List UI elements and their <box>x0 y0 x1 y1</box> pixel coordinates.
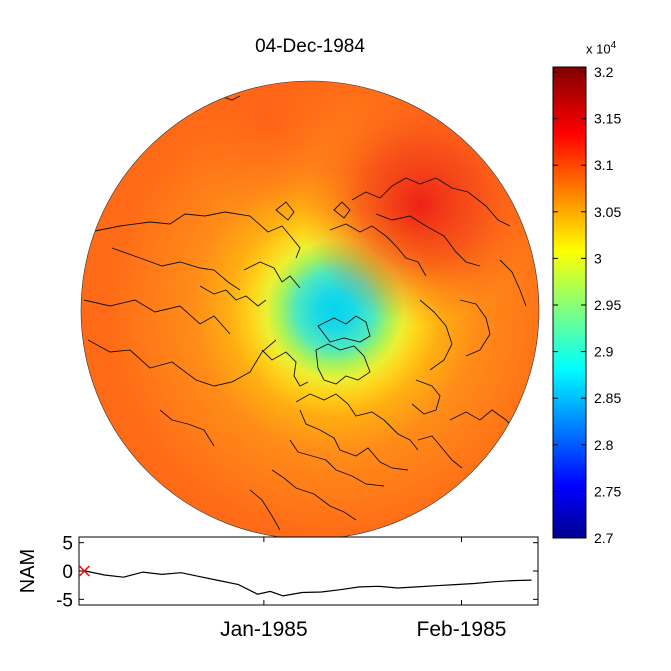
colorbar-tick-label: 2.75 <box>594 483 621 499</box>
nam-y-tick-label: -5 <box>56 590 73 611</box>
nam-y-tick-label: 0 <box>62 562 73 583</box>
colorbar-multiplier-exponent: 4 <box>610 40 617 51</box>
marker-stroke <box>78 565 90 577</box>
hotspot-pacific <box>175 81 365 215</box>
nam-y-ticks: 5 0 -5 <box>56 534 538 611</box>
nam-x-tick-label: Feb-1985 <box>417 618 507 641</box>
nam-y-axis-label: NAM <box>17 549 39 593</box>
colorbar: 3.2 3.15 3.1 3.05 3 2.95 2.9 2.85 2.8 2.75 2.7 <box>552 64 621 546</box>
nam-x-ticks: Jan-1985 Feb-1985 <box>220 537 506 641</box>
current-date-marker <box>78 565 90 577</box>
colorbar-tick-label: 3 <box>594 250 602 266</box>
colorbar-tick-label: 2.8 <box>594 437 614 453</box>
colorbar-tick-label: 2.9 <box>594 344 614 360</box>
map-title: 04-Dec-1984 <box>255 36 365 57</box>
colorbar-tick-label: 2.85 <box>594 390 621 406</box>
nam-series-line <box>85 570 532 597</box>
colorbar-tick-label: 2.7 <box>594 530 614 546</box>
nam-x-tick-label: Jan-1985 <box>220 618 308 641</box>
nam-timeseries: 5 0 -5 Jan-1985 Feb-1985 NAM <box>17 534 539 641</box>
polar-map <box>80 80 540 540</box>
colorbar-tick-label: 3.1 <box>594 157 614 173</box>
colorbar-ticks: 3.2 3.15 3.1 3.05 3 2.95 2.9 2.85 2.8 2.75 2.7 <box>553 64 621 546</box>
colorbar-tick-label: 3.15 <box>594 111 621 127</box>
colorbar-tick-label: 3.2 <box>594 64 614 80</box>
colorbar-multiplier-base: x 10 <box>586 41 611 57</box>
colorbar-multiplier: x 104 <box>586 40 616 56</box>
colorbar-gradient <box>552 66 587 539</box>
colorbar-tick-label: 2.95 <box>594 297 621 313</box>
nam-y-tick-label: 5 <box>62 534 73 555</box>
colorbar-tick-label: 3.05 <box>594 204 621 220</box>
nam-axes-box <box>78 536 539 606</box>
coastlines <box>83 95 527 531</box>
